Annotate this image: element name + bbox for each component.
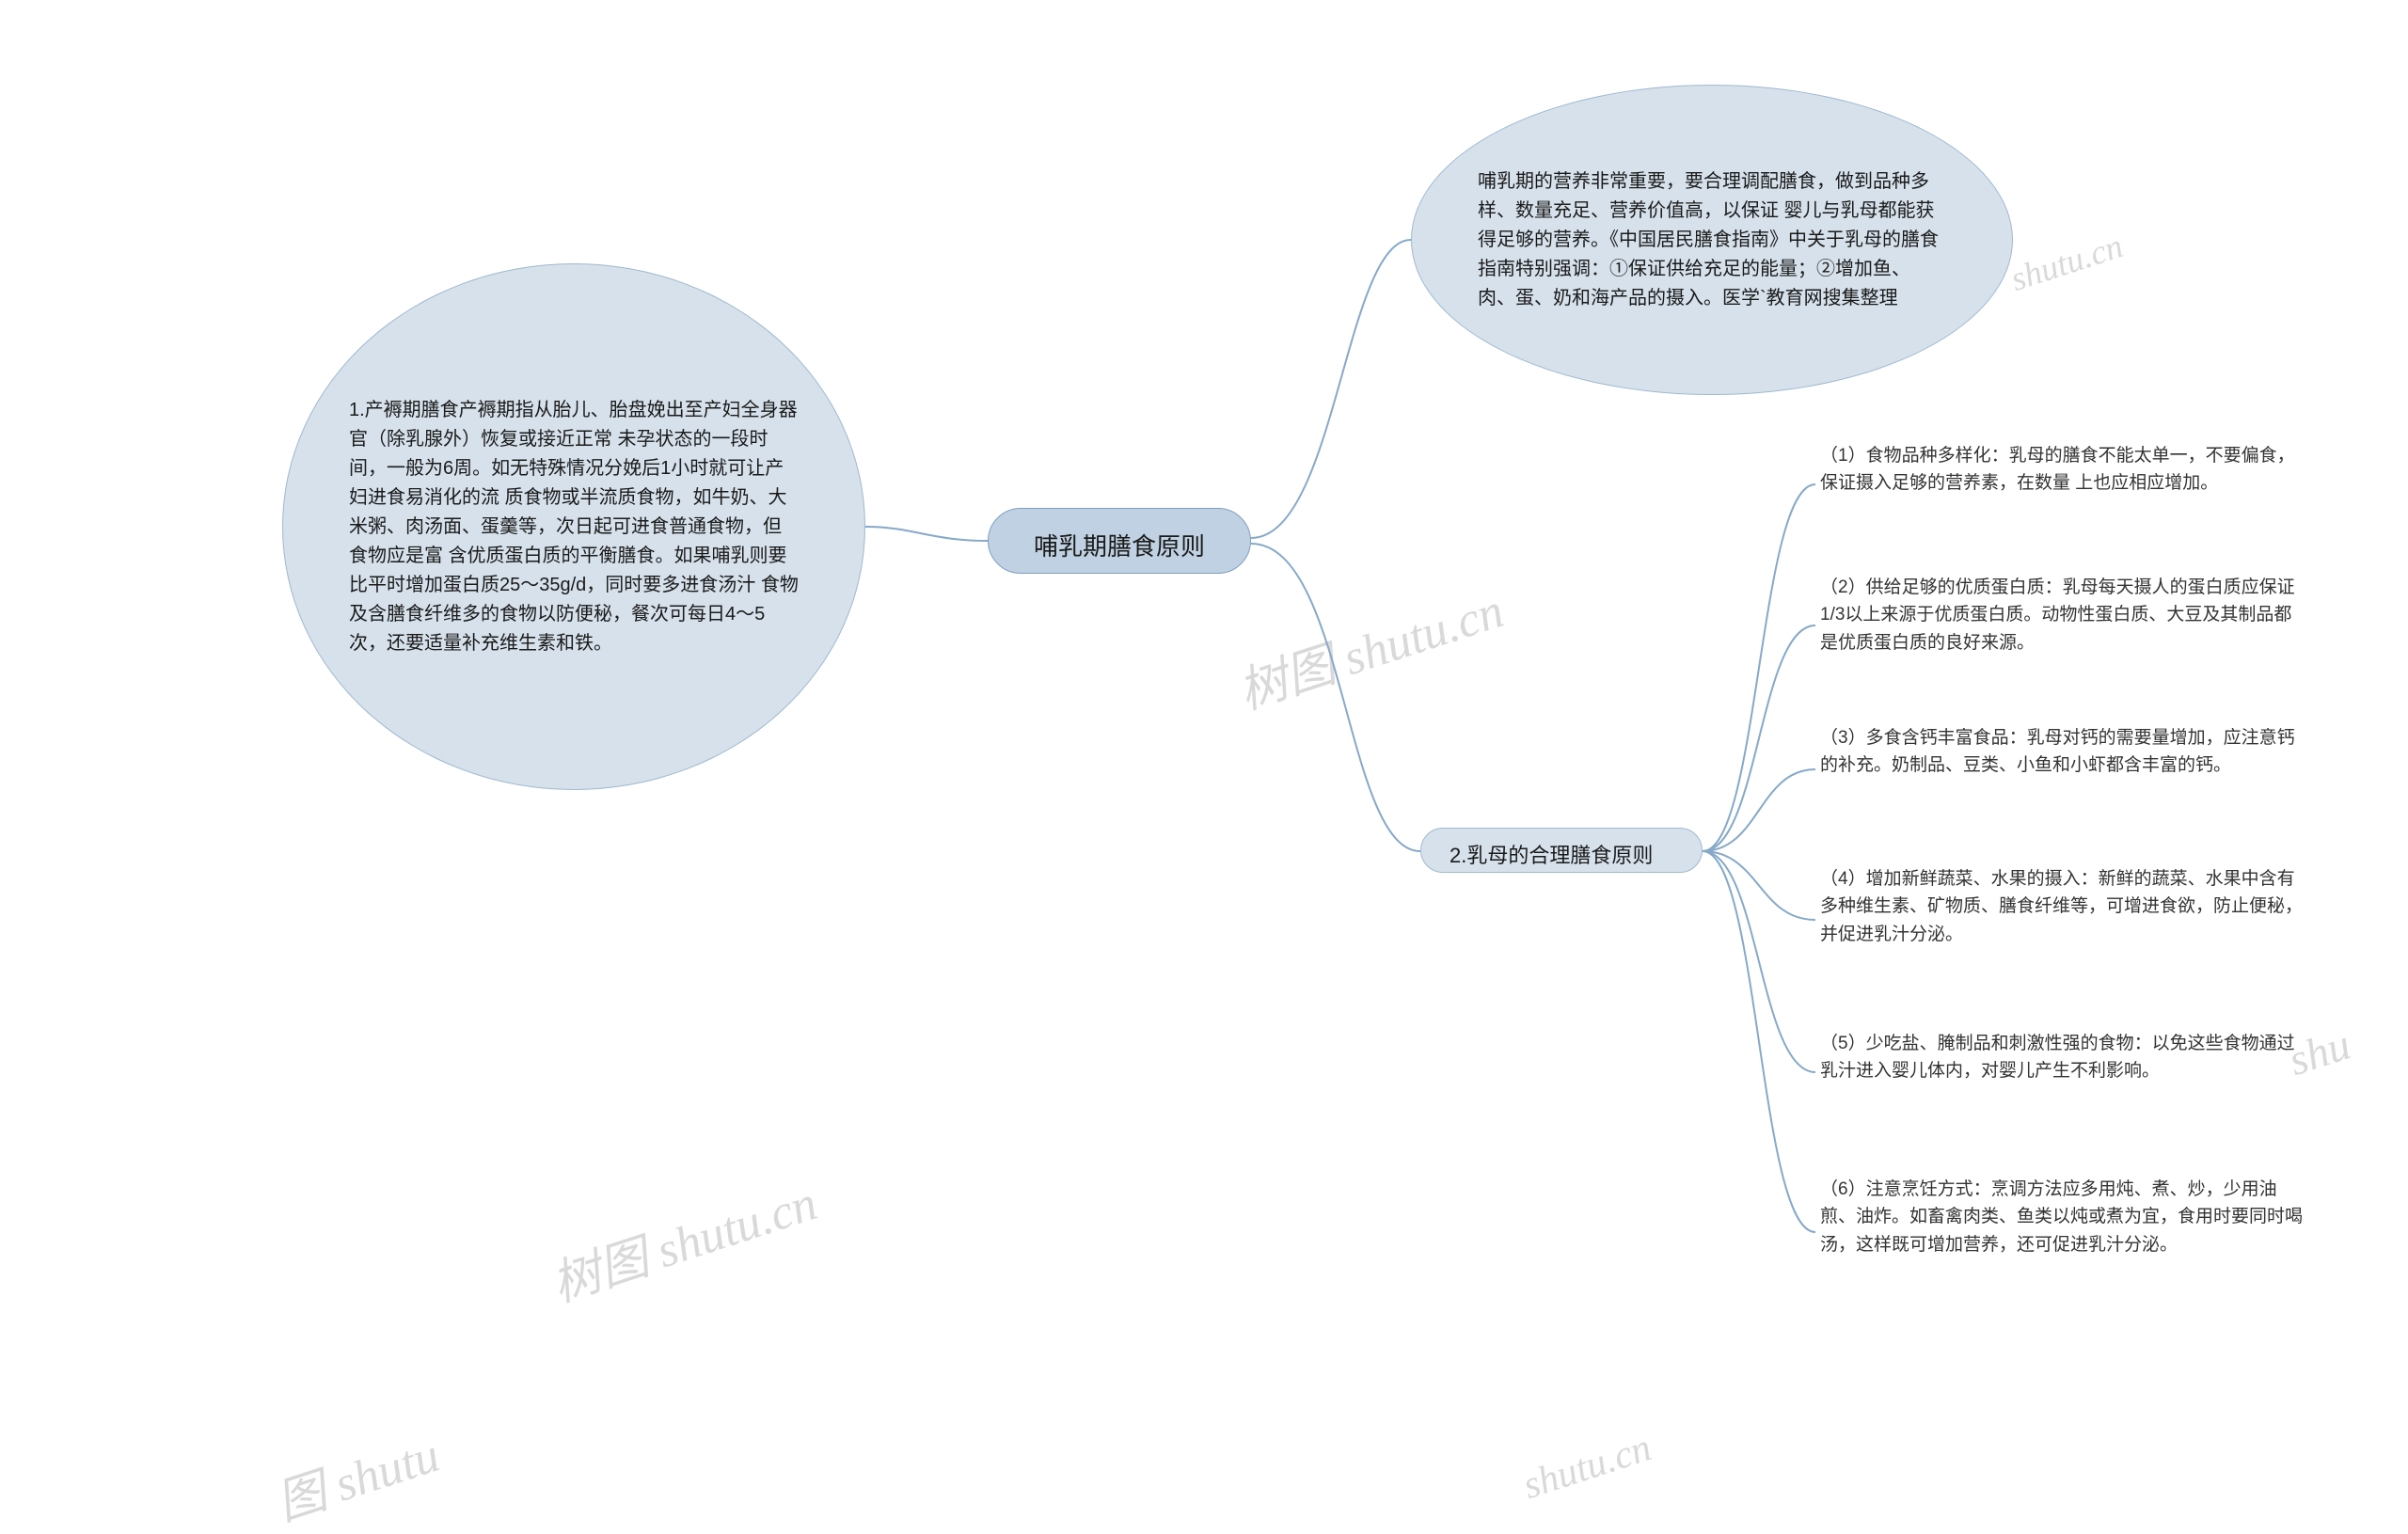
connector-edge (1703, 484, 1815, 851)
connector-edge (1251, 544, 1420, 851)
connector-edge (1703, 851, 1815, 920)
connector-edge (1703, 851, 1815, 1072)
center-node[interactable]: 哺乳期膳食原则 (988, 508, 1251, 574)
connector-edge (1703, 851, 1815, 1232)
watermark: shutu.cn (1518, 1425, 1657, 1508)
connector-edge (865, 527, 988, 541)
leaf-item-4[interactable]: （4）增加新鲜蔬菜、水果的摄入：新鲜的蔬菜、水果中含有多种维生素、矿物质、膳食纤… (1820, 865, 2309, 948)
left-paragraph-node[interactable]: 1.产褥期膳食产褥期指从胎儿、胎盘娩出至产妇全身器官（除乳腺外）恢复或接近正常 … (282, 263, 865, 790)
right-top-paragraph-node[interactable]: 哺乳期的营养非常重要，要合理调配膳食，做到品种多样、数量充足、营养价值高，以保证… (1411, 85, 2013, 395)
leaf-item-2[interactable]: （2）供给足够的优质蛋白质：乳母每天摄人的蛋白质应保证1/3以上来源于优质蛋白质… (1820, 574, 2309, 656)
connector-edge (1251, 240, 1411, 538)
connector-edge (1703, 769, 1815, 851)
watermark: shutu.cn (2006, 227, 2128, 299)
right-branch-node[interactable]: 2.乳母的合理膳食原则 (1420, 828, 1703, 873)
connector-edge (1703, 625, 1815, 851)
leaf-item-5[interactable]: （5）少吃盐、腌制品和刺激性强的食物：以免这些食物通过乳汁进入婴儿体内，对婴儿产… (1820, 1030, 2309, 1085)
leaf-item-6[interactable]: （6）注意烹饪方式：烹调方法应多用炖、煮、炒，少用油煎、油炸。如畜禽肉类、鱼类以… (1820, 1176, 2309, 1258)
right-top-paragraph-text: 哺乳期的营养非常重要，要合理调配膳食，做到品种多样、数量充足、营养价值高，以保证… (1412, 167, 2012, 313)
watermark: 树图 shutu.cn (542, 1163, 825, 1315)
watermark: 树图 shutu.cn (1228, 571, 1512, 722)
leaf-item-1[interactable]: （1）食物品种多样化：乳母的膳食不能太单一，不要偏食，保证摄入足够的营养素，在数… (1820, 442, 2309, 498)
left-paragraph-text: 1.产褥期膳食产褥期指从胎儿、胎盘娩出至产妇全身器官（除乳腺外）恢复或接近正常 … (283, 396, 864, 658)
watermark: 图 shutu (266, 1415, 447, 1533)
leaf-item-3[interactable]: （3）多食含钙丰富食品：乳母对钙的需要量增加，应注意钙的补充。奶制品、豆类、小鱼… (1820, 724, 2309, 780)
